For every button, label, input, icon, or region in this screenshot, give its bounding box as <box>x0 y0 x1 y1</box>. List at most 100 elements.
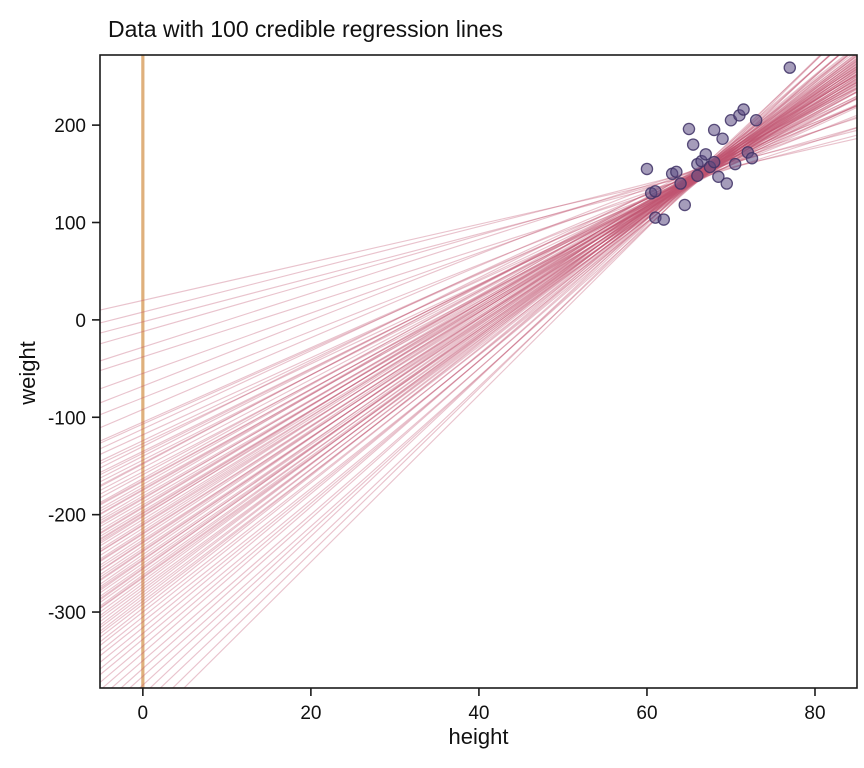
regression-line <box>100 65 857 571</box>
regression-line <box>100 63 857 576</box>
regression-line <box>100 71 857 550</box>
regression-line <box>100 84 857 516</box>
data-point <box>657 213 671 226</box>
regression-line <box>100 87 857 469</box>
regression-line <box>100 60 857 613</box>
regression-line <box>100 55 849 663</box>
regression-line <box>100 73 857 557</box>
regression-line <box>100 87 857 487</box>
y-tick-label: -100 <box>48 408 86 429</box>
regression-line <box>100 114 857 416</box>
regression-line <box>100 83 857 537</box>
y-axis-label: weight <box>15 341 40 405</box>
x-tick-label: 60 <box>636 703 657 724</box>
regression-line <box>100 84 857 524</box>
y-tick-label: 0 <box>75 311 86 332</box>
regression-line <box>100 65 857 603</box>
data-point <box>699 148 713 161</box>
regression-line <box>100 97 857 462</box>
regression-line <box>100 57 857 607</box>
data-point <box>745 151 759 165</box>
regression-line <box>100 105 857 404</box>
data-point <box>712 170 725 183</box>
regression-line <box>100 71 857 590</box>
regression-line <box>100 55 840 670</box>
regression-line <box>100 77 857 540</box>
regression-line <box>100 55 846 643</box>
regression-line <box>149 55 823 688</box>
regression-line <box>100 66 857 560</box>
data-point <box>728 157 742 171</box>
regression-line <box>100 63 857 609</box>
data-point <box>737 103 750 116</box>
data-point <box>691 169 704 183</box>
y-tick-label: 200 <box>54 116 86 137</box>
regression-line <box>100 68 857 566</box>
regression-line <box>100 79 857 504</box>
regression-line <box>100 62 857 619</box>
regression-line <box>100 69 857 594</box>
regression-line <box>100 91 857 491</box>
regression-line <box>120 55 832 688</box>
regression-line <box>110 55 841 688</box>
regression-line <box>100 80 857 553</box>
regression-line <box>100 81 857 510</box>
regression-line <box>100 74 857 535</box>
regression-line <box>100 74 857 534</box>
regression-line <box>100 90 857 479</box>
regression-line <box>100 62 857 597</box>
regression-line <box>100 60 857 591</box>
regression-line <box>100 103 857 429</box>
regression-line <box>100 67 857 610</box>
regression-line <box>183 55 822 688</box>
regression-line <box>100 55 857 623</box>
y-tick-label: -300 <box>48 603 86 624</box>
regression-line <box>100 86 857 522</box>
regression-line <box>128 55 840 688</box>
regression-line <box>100 81 857 531</box>
regression-line <box>100 74 857 519</box>
data-point <box>783 61 797 74</box>
regression-line <box>100 75 857 563</box>
x-tick-label: 0 <box>138 703 149 724</box>
regression-line <box>159 55 830 688</box>
regression-line <box>100 76 857 541</box>
data-point <box>682 122 696 136</box>
regression-line <box>100 78 857 547</box>
data-point <box>649 185 662 198</box>
regression-line <box>100 69 857 544</box>
regression-line <box>100 67 857 588</box>
regression-line <box>100 87 857 499</box>
regression-line <box>100 55 850 626</box>
regression-line <box>100 55 841 683</box>
data-point <box>707 123 721 137</box>
regression-line <box>100 117 857 362</box>
data-point <box>707 155 721 169</box>
regression-line <box>100 96 857 450</box>
data-point <box>640 162 654 176</box>
regression-line <box>100 55 857 646</box>
regression-line <box>100 81 857 543</box>
regression-line <box>100 85 857 488</box>
data-point <box>686 138 700 151</box>
regression-line <box>100 81 857 515</box>
regression-line <box>100 55 857 601</box>
x-tick-label: 20 <box>300 703 321 724</box>
regression-line <box>100 55 848 652</box>
regression-line <box>100 61 857 600</box>
x-tick-label: 80 <box>804 703 825 724</box>
regression-line <box>100 68 857 581</box>
regression-line <box>100 55 856 638</box>
data-point <box>678 198 692 212</box>
regression-line <box>100 72 857 578</box>
regression-line <box>100 57 857 629</box>
regression-line <box>100 58 857 585</box>
data-point <box>749 113 763 127</box>
regression-line <box>100 106 857 455</box>
y-tick-label: 100 <box>54 214 86 235</box>
regression-line <box>100 79 857 525</box>
regression-line <box>100 75 857 562</box>
regression-line <box>100 55 853 632</box>
